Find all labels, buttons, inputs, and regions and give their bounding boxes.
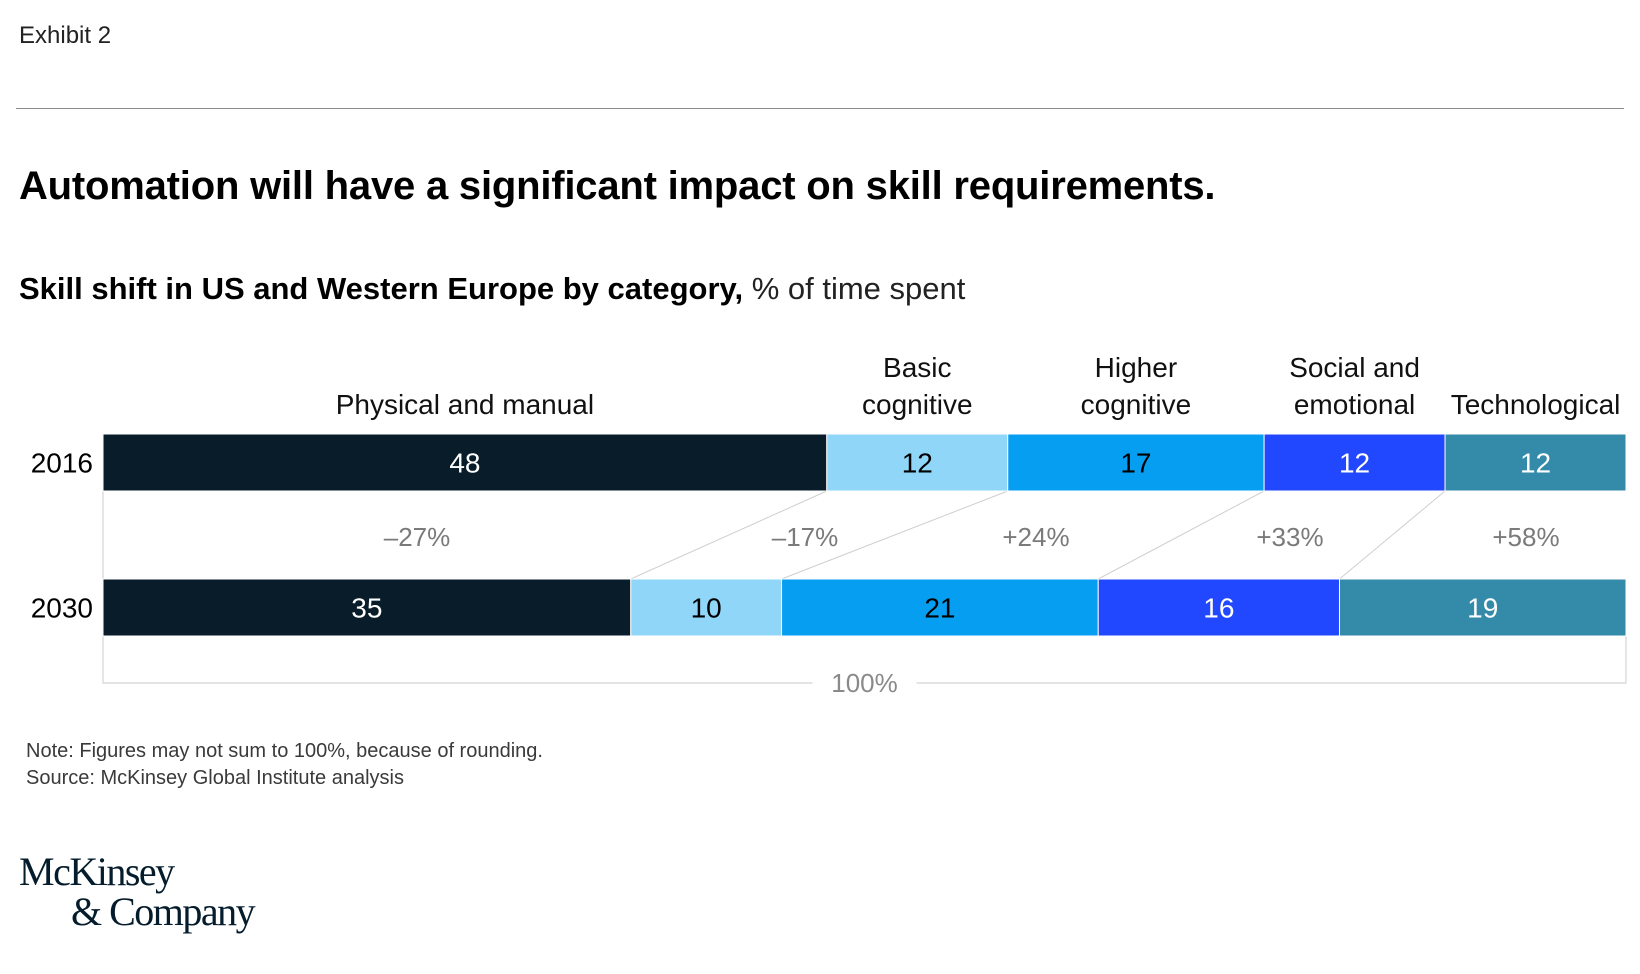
value-label-2016-physical-and-manual: 48 [449,448,480,479]
note-text: Note: Figures may not sum to 100%, becau… [26,740,543,762]
logo-line-2: & Company [71,889,256,934]
exhibit-label: Exhibit 2 [19,22,112,49]
value-label-2016-higher-cognitive: 17 [1120,448,1151,479]
year-label-2016: 2016 [31,448,93,479]
value-label-2030-social-and-emotional: 16 [1203,593,1234,624]
value-label-2016-technological: 12 [1520,448,1551,479]
bar-2030-basic-cognitive [630,578,783,637]
category-label-social-and-emotional: Social and [1289,352,1420,383]
value-label-2030-basic-cognitive: 10 [691,593,722,624]
subtitle-main: Skill shift in US and Western Europe by … [19,271,744,306]
value-label-2030-physical-and-manual: 35 [351,593,382,624]
bar-2030-technological [1338,578,1627,637]
mckinsey-logo: McKinsey & Company [19,849,256,934]
total-label-gap [812,677,917,689]
connector-line [1097,490,1265,580]
category-label-social-and-emotional: emotional [1294,389,1415,420]
category-label-higher-cognitive: Higher [1095,352,1177,383]
category-label-higher-cognitive: cognitive [1081,389,1192,420]
bar-2030-higher-cognitive [781,578,1099,637]
subtitle-unit: % of time spent [743,271,966,306]
footnotes: Note: Figures may not sum to 100%, becau… [26,738,543,792]
change-label-physical-and-manual: –27% [384,522,451,552]
header-divider [16,108,1624,109]
change-label-technological: +58% [1492,522,1559,552]
value-label-2016-social-and-emotional: 12 [1339,448,1370,479]
value-label-2030-higher-cognitive: 21 [924,593,955,624]
bar-2030-physical-and-manual [102,578,632,637]
connector-line [1339,490,1446,580]
logo-line-1: McKinsey [19,849,175,894]
change-label-higher-cognitive: +24% [1002,522,1069,552]
value-label-2030-technological: 19 [1467,593,1498,624]
source-text: Source: McKinsey Global Institute analys… [26,767,404,789]
bar-2030-social-and-emotional [1097,578,1340,637]
category-label-basic-cognitive: Basic [883,352,951,383]
category-label-basic-cognitive: cognitive [862,389,973,420]
chart-subtitle: Skill shift in US and Western Europe by … [19,271,965,307]
category-label-physical-and-manual: Physical and manual [336,389,594,420]
change-label-basic-cognitive: –17% [772,522,839,552]
total-label: 100% [831,668,898,698]
bar-2016-higher-cognitive [1007,433,1265,492]
year-label-2030: 2030 [31,593,93,624]
chart-title: Automation will have a significant impac… [19,164,1216,208]
category-label-technological: Technological [1451,389,1621,420]
bar-2016-basic-cognitive [826,433,1009,492]
bar-2016-physical-and-manual [102,433,828,492]
connector-line [781,490,1008,580]
value-label-2016-basic-cognitive: 12 [902,448,933,479]
connector-line [630,490,828,580]
bar-2016-technological [1444,433,1627,492]
change-label-social-and-emotional: +33% [1256,522,1323,552]
